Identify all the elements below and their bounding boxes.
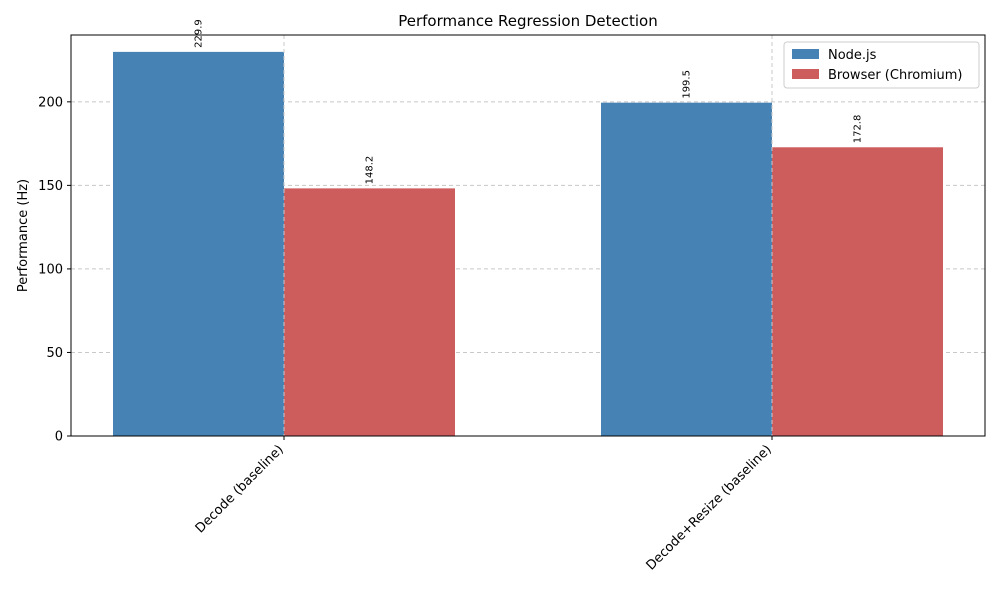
bar-value-label: 229.9 (194, 19, 205, 48)
bar (284, 188, 455, 436)
legend-box (783, 41, 980, 89)
bars (113, 51, 943, 436)
y-tick-label: 200 (38, 95, 63, 110)
bar-value-label: 172.8 (853, 115, 864, 144)
bar-value-label: 148.2 (365, 156, 376, 185)
bar (772, 147, 943, 436)
legend-swatch (792, 49, 819, 59)
bar (601, 102, 772, 436)
vertical-grid (283, 35, 773, 436)
data-labels: 229.9 148.2 199.5 172.8 (194, 19, 864, 184)
plot-frame (70, 34, 986, 437)
bar-value-label: 199.5 (682, 70, 693, 99)
legend: Node.js Browser (Chromium) (783, 41, 980, 89)
y-axis-label: Performance (Hz) (16, 179, 31, 292)
y-axis-ticks: 0 50 100 150 200 (38, 95, 71, 445)
y-tick-label: 50 (46, 346, 63, 361)
legend-label: Node.js (828, 48, 877, 63)
y-tick-label: 0 (55, 430, 63, 445)
chart-title: Performance Regression Detection (398, 12, 658, 30)
y-tick-label: 100 (38, 262, 63, 277)
bar (113, 51, 284, 436)
legend-label: Browser (Chromium) (828, 68, 962, 83)
y-tick-label: 150 (38, 179, 63, 194)
legend-swatch (792, 69, 819, 79)
grid (71, 101, 985, 353)
